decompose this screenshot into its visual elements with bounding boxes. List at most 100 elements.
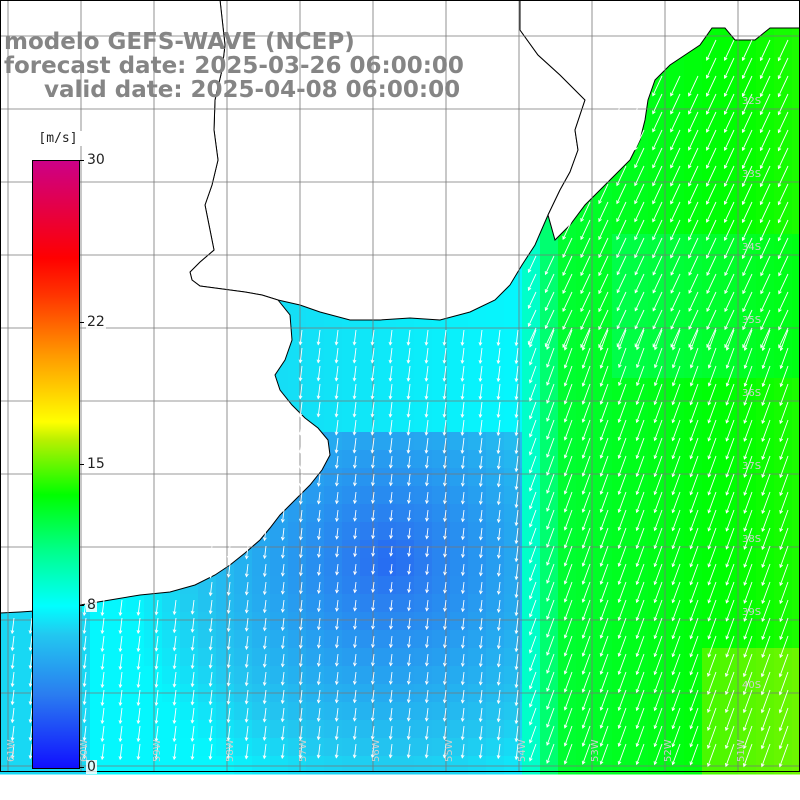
wind-arrow-856 [741, 93, 753, 116]
wind-arrow-482 [100, 617, 105, 635]
wind-arrow-435 [761, 581, 771, 604]
wind-arrow-577 [226, 653, 231, 669]
wind-arrow-187 [671, 437, 681, 460]
wind-arrow-665 [226, 689, 231, 705]
wind-arrow-419 [478, 581, 483, 595]
wind-arrow-969 [580, 273, 591, 295]
wind-arrow-531 [190, 635, 195, 652]
lon-label-5: 56W [371, 739, 382, 762]
wind-arrow-207 [528, 455, 537, 474]
wind-arrow-979 [760, 273, 771, 295]
wind-arrow-305 [743, 509, 753, 532]
wind-arrow-794 [172, 743, 177, 761]
wind-arrow-266 [581, 491, 591, 513]
wind-arrow-389 [528, 563, 537, 582]
wind-arrow-241 [635, 473, 645, 496]
wind-arrow-544 [425, 635, 429, 649]
wind-arrow-218 [725, 455, 735, 478]
wind-arrow-570 [100, 653, 105, 671]
wind-arrow-302 [689, 509, 699, 532]
wind-arrow-660 [136, 689, 141, 707]
wind-arrow-552 [563, 635, 573, 657]
wind-arrow-195 [316, 455, 321, 470]
wind-arrow-633 [442, 671, 447, 686]
wind-arrow-339 [226, 545, 231, 560]
wind-arrow-403 [779, 563, 789, 587]
wind-arrow-178 [514, 437, 519, 455]
wind-arrow-382 [407, 563, 412, 575]
wind-arrow-740 [778, 707, 789, 732]
wind-arrow-347 [371, 545, 376, 557]
wind-arrow-967 [544, 273, 555, 294]
wind-arrow-261 [496, 491, 501, 506]
wind-arrow-998 [562, 309, 573, 330]
lon-label-2: 59W [152, 739, 163, 762]
wind-arrow-476 [779, 599, 789, 623]
wind-arrow-145 [406, 419, 411, 436]
wind-arrow-48 [653, 347, 663, 369]
wind-arrow-594 [528, 653, 537, 672]
wind-arrow-239 [599, 473, 609, 495]
wind-arrow-164 [743, 419, 753, 442]
wind-arrow-871 [652, 129, 663, 151]
wind-arrow-591 [478, 653, 483, 668]
wind-arrow-786 [28, 743, 33, 760]
wind-arrow-49 [671, 347, 681, 369]
wind-arrow-968 [562, 273, 573, 294]
wind-arrow-2 [334, 329, 339, 346]
wind-arrow-181 [563, 437, 573, 459]
wind-arrow-475 [761, 599, 771, 622]
wind-arrow-404 [208, 581, 213, 597]
wind-arrow-761 [370, 725, 375, 741]
wind-arrow-813 [514, 743, 519, 761]
wind-arrow-1015 [598, 327, 609, 349]
wind-arrow-873 [688, 129, 699, 151]
wind-arrow-93 [460, 383, 465, 400]
wind-arrow-851 [652, 93, 663, 115]
wind-arrow-599 [617, 653, 627, 676]
wind-arrow-327 [599, 527, 609, 549]
wind-arrow-818 [599, 743, 609, 765]
wind-arrow-547 [478, 635, 483, 650]
wind-arrow-68 [514, 365, 519, 383]
wind-arrow-773 [581, 725, 591, 747]
wind-arrow-180 [546, 437, 555, 458]
wind-arrow-561 [725, 635, 735, 658]
wind-arrow-490 [244, 617, 249, 632]
wind-arrow-669 [298, 689, 303, 704]
wind-arrow-879 [616, 147, 627, 169]
wind-arrow-223 [316, 473, 321, 487]
wind-arrow-273 [707, 491, 717, 514]
wind-arrow-23 [707, 329, 717, 351]
colorbar-tick-label-4: 0 [86, 759, 97, 775]
wind-arrow-672 [352, 689, 357, 704]
wind-arrow-690 [671, 689, 681, 712]
wind-arrow-373 [244, 563, 249, 578]
wind-arrow-345 [335, 545, 339, 558]
wind-arrow-639 [546, 671, 555, 692]
wind-arrow-123 [496, 401, 501, 419]
wind-arrow-32 [370, 347, 375, 364]
wind-arrow-206 [514, 455, 519, 473]
wind-arrow-234 [514, 473, 519, 491]
wind-arrow-308 [262, 527, 267, 542]
wind-arrow-407 [262, 581, 267, 596]
wind-arrow-953 [562, 255, 573, 276]
wind-arrow-432 [707, 581, 717, 604]
wind-arrow-142 [352, 419, 357, 436]
wind-arrow-735 [689, 707, 699, 730]
wind-arrow-354 [496, 545, 501, 559]
wind-arrow-721 [442, 707, 447, 722]
wind-arrow-134 [689, 401, 699, 424]
wind-arrow-464 [563, 599, 573, 621]
wind-arrow-52 [725, 347, 735, 369]
colorbar-tick-label-1: 22 [86, 313, 106, 330]
wind-arrow-334 [725, 527, 735, 550]
wind-arrow-995 [778, 291, 789, 313]
wind-arrow-158 [635, 419, 645, 442]
wind-arrow-418 [461, 581, 465, 595]
wind-arrow-246 [725, 473, 735, 496]
wind-arrow-193 [779, 437, 789, 461]
lon-label-6: 55W [444, 739, 455, 762]
wind-arrow-846 [741, 75, 753, 98]
